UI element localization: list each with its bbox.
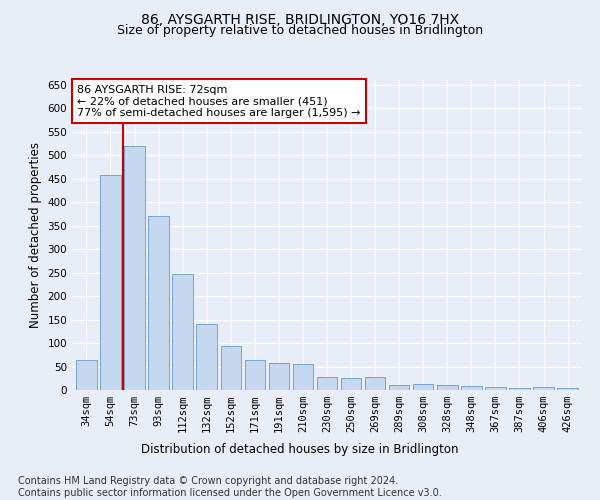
Bar	[172, 274, 193, 390]
Bar	[485, 386, 506, 390]
Text: 86 AYSGARTH RISE: 72sqm
← 22% of detached houses are smaller (451)
77% of semi-d: 86 AYSGARTH RISE: 72sqm ← 22% of detache…	[77, 84, 361, 118]
Bar	[533, 386, 554, 390]
Bar	[317, 378, 337, 390]
Bar	[509, 388, 530, 390]
Text: Distribution of detached houses by size in Bridlington: Distribution of detached houses by size …	[141, 442, 459, 456]
Y-axis label: Number of detached properties: Number of detached properties	[29, 142, 42, 328]
Text: Size of property relative to detached houses in Bridlington: Size of property relative to detached ho…	[117, 24, 483, 37]
Bar	[148, 216, 169, 390]
Bar	[76, 360, 97, 390]
Bar	[557, 388, 578, 390]
Bar	[196, 324, 217, 390]
Bar	[365, 378, 385, 390]
Bar	[269, 363, 289, 390]
Bar	[245, 360, 265, 390]
Bar	[413, 384, 433, 390]
Bar	[293, 364, 313, 390]
Bar	[389, 385, 409, 390]
Bar	[341, 378, 361, 390]
Text: 86, AYSGARTH RISE, BRIDLINGTON, YO16 7HX: 86, AYSGARTH RISE, BRIDLINGTON, YO16 7HX	[141, 12, 459, 26]
Bar	[100, 176, 121, 390]
Text: Contains HM Land Registry data © Crown copyright and database right 2024.
Contai: Contains HM Land Registry data © Crown c…	[18, 476, 442, 498]
Bar	[124, 146, 145, 390]
Bar	[437, 385, 458, 390]
Bar	[221, 346, 241, 390]
Bar	[461, 386, 482, 390]
